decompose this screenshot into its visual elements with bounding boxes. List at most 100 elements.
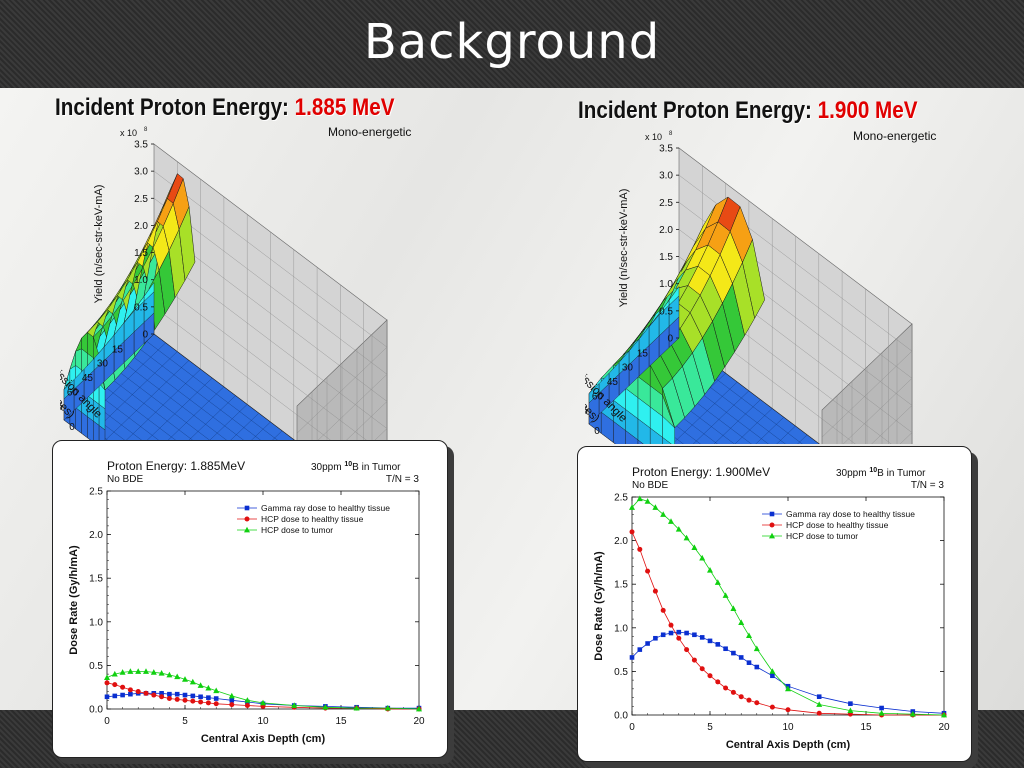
floor-gridline — [86, 398, 142, 440]
slide-title: Background — [363, 14, 661, 70]
z-tick-label: 1.5 — [659, 252, 673, 263]
data-point — [785, 707, 791, 713]
yield-surface-plot-right: 0 0.5 1.0 1.5 2.0 2.5 3.0 3.5 x 10 8 Mono-energeti… — [585, 129, 936, 444]
data-point — [644, 498, 651, 504]
data-point — [637, 546, 643, 552]
angle-tick-label: 75 — [585, 406, 588, 417]
chart-title: Proton Energy: 1.900MeV — [632, 465, 770, 479]
surface-side-facet — [588, 383, 600, 404]
floor-gridline — [116, 369, 210, 440]
mode-label: Mono-energetic — [328, 125, 411, 139]
z-tick-label: 2.5 — [659, 198, 673, 209]
z-tick-label: 3.5 — [659, 144, 673, 155]
data-point — [652, 588, 658, 594]
angle-tick-label: 15 — [637, 348, 649, 359]
z-tick-label: 0 — [142, 330, 148, 341]
data-point — [769, 522, 775, 528]
data-point — [104, 694, 110, 700]
note-superscript: 10 — [344, 461, 352, 468]
data-point — [699, 554, 706, 561]
chart-ratio: T/N = 3 — [386, 474, 420, 485]
data-point — [127, 668, 134, 674]
surface-facet — [742, 238, 765, 319]
data-point — [676, 635, 682, 641]
data-point — [714, 579, 721, 585]
data-point — [668, 518, 674, 524]
z-multiplier: x 10 — [645, 132, 662, 142]
series-1 — [629, 629, 947, 716]
z-tick-label: 0 — [667, 334, 673, 345]
y-tick-label: 2.0 — [614, 536, 628, 547]
data-point — [746, 660, 752, 665]
data-point — [151, 692, 157, 698]
data-point — [691, 657, 697, 663]
heading-energy-value: 1.900 MeV — [817, 97, 918, 124]
data-point — [198, 699, 204, 705]
angle-tick-label: 75 — [60, 402, 63, 413]
data-point — [730, 689, 736, 695]
x-tick-label: 0 — [629, 722, 635, 733]
z-multiplier-exponent: 8 — [669, 131, 673, 137]
data-point — [150, 669, 157, 675]
data-point — [660, 607, 666, 613]
chart-title: Proton Energy: 1.885MeV — [107, 459, 245, 473]
surface-heading-right: Incident Proton Energy: 1.900 MeV — [578, 97, 917, 125]
wall-gridline — [153, 306, 331, 440]
data-point — [668, 622, 674, 628]
y-tick-label: 2.0 — [89, 530, 103, 541]
data-point — [128, 691, 133, 697]
data-point — [189, 678, 196, 685]
floor-gridline — [78, 405, 125, 440]
data-point — [158, 670, 165, 676]
heading-label: Incident Proton Energy: — [578, 97, 812, 124]
series-2 — [629, 529, 947, 718]
x-tick-label: 5 — [182, 716, 188, 727]
series-line — [631, 498, 945, 716]
data-point — [652, 504, 659, 510]
angle-tick-label: 30 — [622, 363, 634, 374]
data-point — [174, 673, 181, 680]
data-point — [692, 632, 697, 638]
x-tick-label: 15 — [335, 716, 347, 727]
data-point — [205, 684, 212, 691]
data-point — [746, 632, 752, 639]
surface-side-facet — [648, 313, 660, 327]
angle-tick-label: 60 — [67, 387, 79, 398]
series-3 — [104, 668, 422, 712]
floor-gridline — [138, 348, 261, 440]
y-tick-label: 1.5 — [89, 574, 103, 585]
data-point — [769, 532, 775, 539]
data-point — [668, 630, 674, 636]
data-point — [291, 702, 298, 708]
data-point — [167, 691, 172, 697]
data-point — [683, 534, 690, 541]
z-tick-label: 2.0 — [134, 221, 148, 232]
data-point — [785, 685, 791, 692]
data-point — [260, 699, 266, 706]
y-tick-label: 0.5 — [614, 667, 628, 678]
data-point — [769, 511, 775, 517]
data-point — [213, 696, 219, 701]
data-point — [676, 629, 682, 635]
surface-front-facet — [662, 388, 675, 428]
data-point — [753, 645, 760, 652]
data-point — [684, 647, 690, 653]
data-point — [723, 646, 728, 652]
data-point — [738, 619, 745, 625]
data-point — [738, 655, 744, 660]
data-point — [637, 647, 643, 652]
data-point — [205, 700, 211, 706]
z-tick-label: 1.5 — [134, 248, 148, 259]
data-point — [244, 505, 250, 511]
legend-label: HCP dose to healthy tissue — [261, 514, 364, 524]
data-point — [182, 697, 188, 703]
data-point — [120, 684, 126, 690]
dose-chart-panel-right: Proton Energy: 1.900MeV No BDE 30ppm 10B i… — [577, 446, 972, 762]
data-point — [878, 710, 885, 716]
series-line — [631, 531, 944, 716]
data-point — [636, 495, 643, 502]
energy-tick-label: 0 — [594, 426, 600, 437]
data-point — [190, 693, 196, 699]
x-axis-label: Central Axis Depth (cm) — [726, 739, 851, 751]
